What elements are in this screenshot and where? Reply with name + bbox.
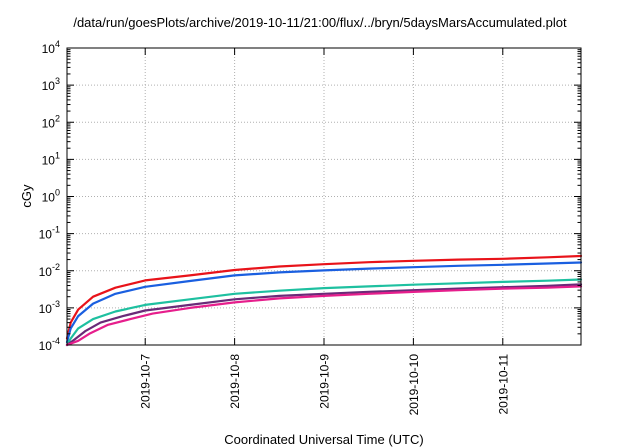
grid [67,48,581,345]
series-layer [65,254,583,347]
y-tick-label: 103 [42,76,60,93]
series-line-2 [65,261,583,344]
y-tick-label: 10-4 [39,336,60,353]
x-tick-label: 2019-10-7 [139,354,153,409]
y-tick-label: 100 [42,188,60,205]
x-axis-label: Coordinated Universal Time (UTC) [224,432,423,447]
x-axis: 2019-10-7 2019-10-8 2019-10-9 2019-10-10 201… [139,48,510,416]
x-tick-label: 2019-10-9 [318,354,332,409]
y-axis-label: cGy [19,184,34,208]
chart-title: /data/run/goesPlots/archive/2019-10-11/2… [73,15,567,30]
y-tick-label: 10-1 [39,225,60,242]
x-tick-label: 2019-10-8 [228,354,242,409]
x-tick-label: 2019-10-10 [407,354,421,416]
series-line-4 [65,283,583,347]
y-tick-label: 102 [42,113,60,130]
x-tick-label: 2019-10-11 [496,354,510,415]
series-line-3 [65,278,583,347]
y-tick-label: 101 [42,150,60,167]
y-tick-label: 104 [42,39,60,56]
series-line-5 [65,285,583,347]
series-line-1 [65,254,583,340]
y-axis: 10-4 10-3 10-2 10-1 100 101 102 103 104 [39,39,581,353]
y-tick-label: 10-2 [39,262,60,279]
y-tick-label: 10-3 [39,299,60,316]
